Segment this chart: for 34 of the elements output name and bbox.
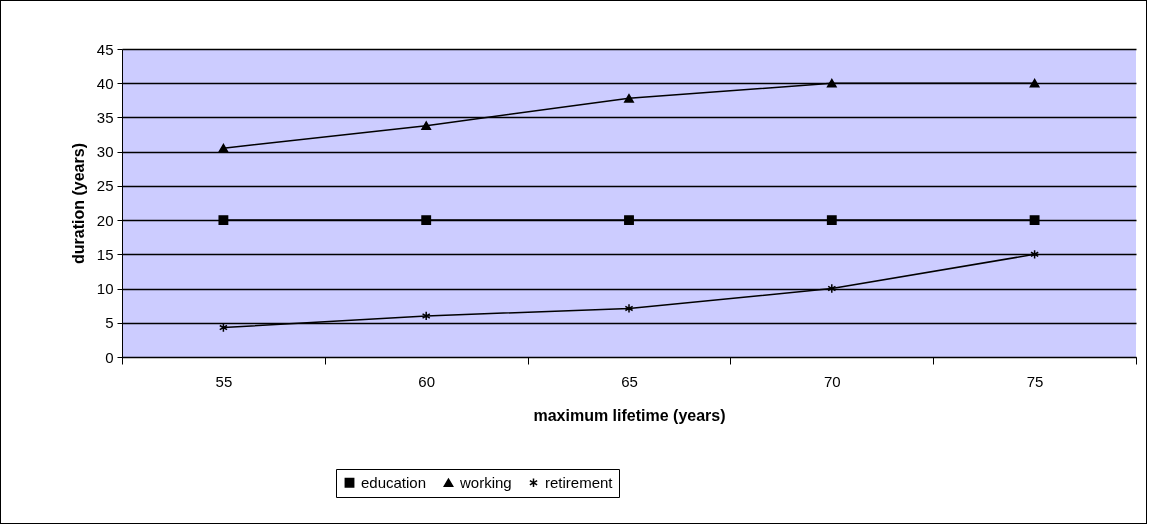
point xyxy=(624,303,634,314)
legend-label: retirement xyxy=(545,473,614,491)
point xyxy=(421,215,432,226)
point xyxy=(421,311,431,321)
point xyxy=(218,215,229,226)
y-tick-label: 45 xyxy=(96,40,114,58)
x-tick-label: 55 xyxy=(215,372,233,390)
x-tick-label: 65 xyxy=(621,372,638,390)
x-axis-title: maximum lifetime (years) xyxy=(533,406,726,424)
legend-label: education xyxy=(361,473,427,491)
point xyxy=(1030,249,1039,260)
point xyxy=(1029,78,1040,88)
y-tick-label: 30 xyxy=(96,143,114,161)
y-tick-label: 20 xyxy=(96,211,114,229)
y-tick-label: 35 xyxy=(96,108,114,126)
point xyxy=(827,283,837,294)
point xyxy=(826,78,837,88)
y-tick-label: 5 xyxy=(105,314,114,332)
point xyxy=(826,215,837,226)
point xyxy=(1029,215,1040,226)
x-tick-label: 60 xyxy=(418,372,436,390)
x-tick-label: 70 xyxy=(823,372,841,390)
y-axis-title: duration (years) xyxy=(69,143,87,264)
y-tick-label: 25 xyxy=(96,177,114,195)
point xyxy=(624,215,634,226)
legend-label: working xyxy=(459,473,512,491)
x-tick-label: 75 xyxy=(1026,372,1044,390)
y-tick-label: 15 xyxy=(96,245,114,263)
point xyxy=(218,143,229,153)
point xyxy=(624,93,634,103)
y-tick-label: 0 xyxy=(105,348,114,366)
y-tick-label: 40 xyxy=(96,74,114,92)
y-tick-label: 10 xyxy=(96,280,114,298)
point xyxy=(421,121,432,131)
